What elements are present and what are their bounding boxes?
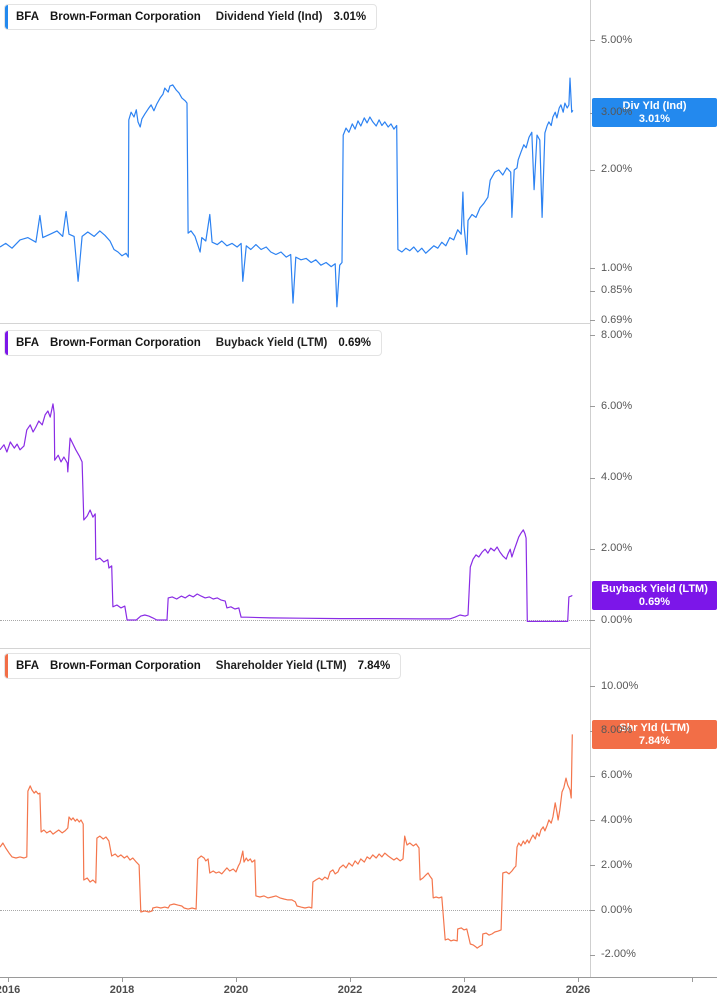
series-header-buyback-yield[interactable]: BFA Brown-Forman Corporation Buyback Yie… <box>4 330 382 356</box>
badge-label: Buyback Yield (LTM) <box>601 582 708 595</box>
yield-charts-plot[interactable] <box>0 0 591 977</box>
y-tick <box>590 320 595 321</box>
metric-name: Dividend Yield (Ind) <box>215 11 323 23</box>
shareholder-yield-badge: Shr Yld (LTM) 7.84% <box>592 720 717 749</box>
y-tick-label: 8.00% <box>601 329 633 341</box>
y-tick-label: 4.00% <box>601 814 633 826</box>
series-header-dividend-yield[interactable]: BFA Brown-Forman Corporation Dividend Yi… <box>4 4 378 30</box>
x-tick <box>578 977 579 982</box>
series-color-accent <box>5 654 8 678</box>
x-tick-label: 2018 <box>109 984 135 996</box>
bottom-axis-line <box>0 977 717 978</box>
y-tick-label: 6.00% <box>601 400 633 412</box>
company-name: Brown-Forman Corporation <box>50 11 201 23</box>
y-tick-label: 3.00% <box>601 106 633 118</box>
zero-gridline <box>0 910 590 911</box>
panel-separator-1 <box>0 323 590 324</box>
x-tick <box>8 977 9 982</box>
y-tick-label: 10.00% <box>601 680 639 692</box>
y-tick-label: 4.00% <box>601 471 633 483</box>
y-tick-label: -2.00% <box>601 948 636 960</box>
y-tick <box>590 686 595 687</box>
badge-label: Shr Yld (LTM) <box>619 721 690 734</box>
y-tick-label: 6.00% <box>601 769 633 781</box>
badge-label: Div Yld (Ind) <box>622 99 687 112</box>
right-axis-line <box>590 0 591 977</box>
x-tick-label: 2016 <box>0 984 21 996</box>
y-tick <box>590 865 595 866</box>
ticker: BFA <box>16 11 39 23</box>
x-tick-label: 2022 <box>337 984 363 996</box>
y-tick-label: 0.00% <box>601 904 633 916</box>
x-tick <box>692 977 693 982</box>
y-tick-label: 8.00% <box>601 724 633 736</box>
y-tick-label: 2.00% <box>601 542 633 554</box>
y-tick <box>590 406 595 407</box>
panel-separator-2 <box>0 648 590 649</box>
ticker: BFA <box>16 337 39 349</box>
badge-value: 0.69% <box>638 595 671 608</box>
y-tick <box>590 291 595 292</box>
y-tick <box>590 776 595 777</box>
y-tick-label: 5.00% <box>601 34 633 46</box>
y-tick-label: 2.00% <box>601 163 633 175</box>
dividend-yield-line <box>0 77 574 308</box>
metric-value: 7.84% <box>357 660 391 672</box>
ticker: BFA <box>16 660 39 672</box>
x-tick-label: 2020 <box>223 984 249 996</box>
metric-name: Shareholder Yield (LTM) <box>215 660 347 672</box>
zero-gridline <box>0 620 590 621</box>
dividend-yield-badge: Div Yld (Ind) 3.01% <box>592 98 717 127</box>
y-tick-label: 0.85% <box>601 284 633 296</box>
x-tick-label: 2024 <box>451 984 477 996</box>
x-tick <box>122 977 123 982</box>
y-tick <box>590 955 595 956</box>
y-tick <box>590 40 595 41</box>
y-tick-label: 1.00% <box>601 262 633 274</box>
series-header-shareholder-yield[interactable]: BFA Brown-Forman Corporation Shareholder… <box>4 653 402 679</box>
y-tick <box>590 170 595 171</box>
metric-value: 3.01% <box>333 11 367 23</box>
y-tick <box>590 335 595 336</box>
y-tick-label: 0.00% <box>601 614 633 626</box>
y-tick <box>590 820 595 821</box>
shareholder-yield-line <box>0 734 573 949</box>
x-tick <box>464 977 465 982</box>
x-tick-label: 2026 <box>565 984 591 996</box>
badge-value: 7.84% <box>638 734 671 747</box>
y-tick-label: 0.69% <box>601 314 633 326</box>
company-name: Brown-Forman Corporation <box>50 337 201 349</box>
y-tick <box>590 478 595 479</box>
series-color-accent <box>5 5 8 29</box>
metric-name: Buyback Yield (LTM) <box>215 337 328 349</box>
y-tick <box>590 910 595 911</box>
metric-value: 0.69% <box>338 337 371 349</box>
buyback-yield-badge: Buyback Yield (LTM) 0.69% <box>592 581 717 610</box>
y-tick <box>590 620 595 621</box>
company-name: Brown-Forman Corporation <box>50 660 201 672</box>
buyback-yield-line <box>0 403 573 623</box>
x-tick <box>350 977 351 982</box>
x-tick <box>236 977 237 982</box>
y-tick <box>590 268 595 269</box>
badge-value: 3.01% <box>638 112 671 125</box>
series-color-accent <box>5 331 8 355</box>
y-tick <box>590 549 595 550</box>
y-tick-label: 2.00% <box>601 859 633 871</box>
